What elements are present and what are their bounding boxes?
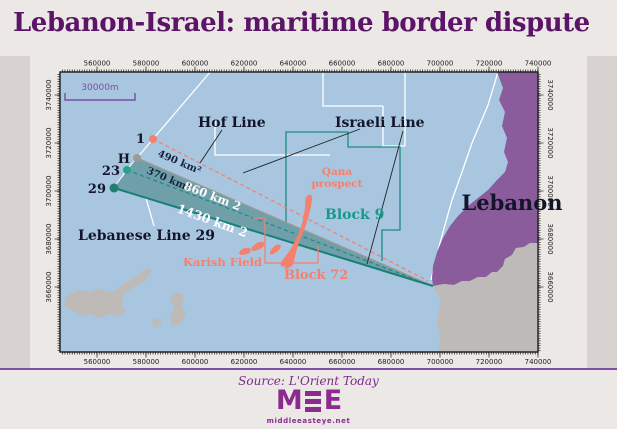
- disputed-area: [114, 158, 433, 286]
- block-9-outline: [285, 131, 401, 261]
- svg-text:3720000: 3720000: [45, 127, 53, 158]
- svg-text:580000: 580000: [133, 358, 160, 366]
- map-figure: 560000 560000 580000 580000 600000 600000 6200…: [45, 60, 563, 367]
- svg-text:640000: 640000: [280, 358, 307, 366]
- islands: [64, 268, 186, 328]
- point-1-label: 1: [136, 132, 145, 147]
- israeli-line-label: Israeli Line: [335, 115, 425, 131]
- svg-text:3720000: 3720000: [546, 127, 554, 158]
- scale-bar: [64, 93, 136, 101]
- svg-text:740000: 740000: [525, 60, 552, 68]
- point-h-dot: [133, 154, 141, 162]
- svg-text:620000: 620000: [231, 60, 258, 68]
- svg-text:3700000: 3700000: [45, 175, 53, 206]
- lebanese-line-29-stroke: [113, 187, 434, 287]
- point-23-dot: [123, 166, 131, 174]
- website-url: middleeasteye.net: [266, 417, 351, 425]
- svg-text:3660000: 3660000: [546, 271, 554, 302]
- svg-text:680000: 680000: [378, 60, 405, 68]
- lebanese-line-29-label: Lebanese Line 29: [78, 228, 215, 244]
- karish-field-label: Karish Field: [183, 255, 262, 269]
- block-72-label: Block 72: [284, 268, 348, 283]
- qana-prospect-label-2: prospect: [311, 178, 362, 190]
- left-margin-strip: [0, 56, 30, 368]
- svg-text:740000: 740000: [525, 358, 552, 366]
- gas-fields: [239, 194, 313, 269]
- map-frame: [59, 71, 539, 353]
- svg-text:720000: 720000: [476, 358, 503, 366]
- point-29-label: 29: [88, 182, 106, 197]
- qana-field-blob: [280, 194, 313, 269]
- karish-blob-1: [239, 247, 251, 255]
- point-29-dot: [109, 183, 119, 193]
- line-h: [136, 157, 434, 287]
- point-23-label: 23: [102, 164, 120, 179]
- svg-text:3740000: 3740000: [546, 79, 554, 110]
- logo-letter-m: M: [275, 385, 303, 416]
- point-h-label: H: [118, 152, 130, 167]
- qana-prospect-label-1: Qana: [322, 166, 353, 178]
- svg-text:3680000: 3680000: [45, 223, 53, 254]
- mee-logo: M E: [0, 385, 617, 416]
- svg-text:3680000: 3680000: [546, 223, 554, 254]
- lebanon-label: Lebanon: [462, 190, 563, 215]
- source-credit: Source: L'Orient Today: [238, 374, 379, 388]
- svg-text:620000: 620000: [231, 358, 258, 366]
- svg-text:640000: 640000: [280, 60, 307, 68]
- block-72-outline: [253, 217, 319, 264]
- karish-blob-3: [269, 244, 281, 255]
- logo-letter-e: E: [323, 385, 342, 416]
- hof-line-label: Hof Line: [198, 115, 266, 131]
- page-title: Lebanon-Israel: maritime border dispute: [13, 8, 590, 38]
- hof-line-dashed: [152, 138, 429, 282]
- lebanese-line-23: [126, 169, 434, 287]
- svg-text:560000: 560000: [84, 358, 111, 366]
- svg-text:700000: 700000: [427, 60, 454, 68]
- karish-blob-2: [251, 241, 265, 251]
- svg-text:680000: 680000: [378, 358, 405, 366]
- logo-e-bars: [304, 390, 321, 412]
- svg-text:700000: 700000: [427, 358, 454, 366]
- svg-text:600000: 600000: [182, 358, 209, 366]
- svg-text:580000: 580000: [133, 60, 160, 68]
- lebanon-land: [432, 72, 538, 286]
- svg-text:3660000: 3660000: [45, 271, 53, 302]
- svg-text:720000: 720000: [476, 60, 503, 68]
- block-9-label: Block 9: [325, 207, 384, 223]
- svg-text:660000: 660000: [329, 60, 356, 68]
- point-1-dot: [149, 135, 157, 143]
- median-line: [113, 138, 154, 189]
- israel-land: [433, 243, 538, 352]
- svg-text:3740000: 3740000: [45, 79, 53, 110]
- right-margin-strip: [587, 56, 617, 368]
- svg-text:660000: 660000: [329, 358, 356, 366]
- label-leaders: [199, 128, 404, 265]
- svg-text:560000: 560000: [84, 60, 111, 68]
- footer-divider: [0, 368, 617, 370]
- svg-text:3700000: 3700000: [546, 175, 554, 206]
- scale-bar-label: 30000m: [81, 83, 118, 93]
- svg-text:600000: 600000: [182, 60, 209, 68]
